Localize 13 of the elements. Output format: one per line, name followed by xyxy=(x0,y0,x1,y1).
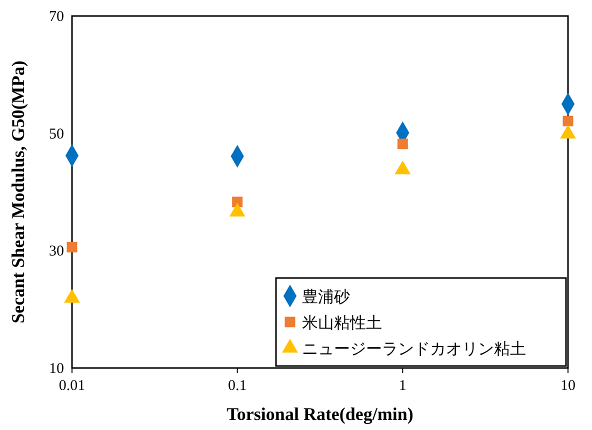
y-axis-title: Secant Shear Modulus, G50(MPa) xyxy=(8,60,28,324)
legend-label: 米山粘性土 xyxy=(302,313,382,332)
x-tick-label: 10 xyxy=(560,378,576,394)
legend-label: 豊浦砂 xyxy=(302,287,350,306)
x-tick-label: 0.1 xyxy=(228,378,247,394)
x-axis-title: Torsional Rate(deg/min) xyxy=(226,404,414,424)
x-tick-label: 1 xyxy=(398,378,406,394)
y-tick-label: 50 xyxy=(49,126,64,142)
legend-label: ニュージーランドカオリン粘土 xyxy=(302,339,526,358)
x-tick-label: 0.01 xyxy=(58,378,86,394)
y-tick-label: 30 xyxy=(49,244,64,260)
y-tick-label: 70 xyxy=(49,9,64,25)
y-tick-label: 10 xyxy=(49,361,64,377)
